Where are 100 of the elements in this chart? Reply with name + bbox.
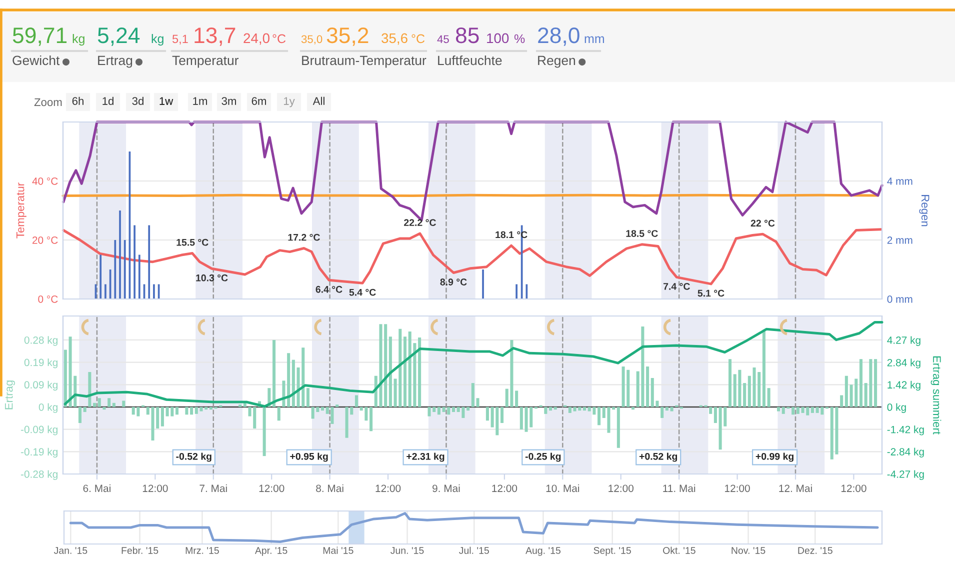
text: Luftfeuchte bbox=[438, 55, 502, 66]
y2-tick-label: 4 mm bbox=[887, 178, 912, 185]
annotation: 18.5 °C bbox=[626, 230, 658, 237]
x-tick-label: 12:00 bbox=[492, 484, 518, 492]
x-tick-label: 6. Mai bbox=[83, 484, 110, 492]
annotation: +0.95 kg bbox=[290, 452, 328, 462]
annotation: +2.31 kg bbox=[406, 452, 444, 462]
y2-axis-title: Ertrag summiert bbox=[930, 356, 942, 434]
x-tick-label: Okt. '15 bbox=[663, 546, 696, 554]
text: 100 bbox=[487, 33, 509, 44]
text: 1y bbox=[284, 97, 295, 108]
text: 28,0 bbox=[538, 27, 580, 46]
x-tick-label: Mrz. '15 bbox=[186, 547, 219, 554]
annotation: 6.4 °C bbox=[316, 286, 342, 293]
x-tick-label: Febr. '15 bbox=[122, 546, 158, 554]
text: Regen bbox=[538, 56, 576, 68]
y2-tick-label: 1.42 kg bbox=[888, 380, 920, 391]
x-tick-label: Jul. '15 bbox=[459, 546, 489, 554]
y-tick-label: 40 °C bbox=[32, 178, 58, 185]
text: °C bbox=[272, 34, 286, 44]
text: 85 bbox=[456, 27, 479, 44]
y2-tick-label: -2.84 kg bbox=[887, 448, 924, 458]
text: Gewicht bbox=[12, 55, 60, 66]
x-tick-label: 12. Mai bbox=[779, 484, 812, 492]
text: 6m bbox=[252, 97, 266, 105]
text: All bbox=[312, 96, 324, 105]
text: 24,0 bbox=[244, 33, 270, 45]
text: kg bbox=[152, 34, 164, 46]
text: °C bbox=[412, 34, 425, 44]
text: 35,2 bbox=[326, 27, 368, 46]
x-tick-label: 12:00 bbox=[259, 484, 284, 492]
annotation: 8.9 °C bbox=[440, 278, 467, 286]
text: 59,71 bbox=[12, 27, 67, 46]
y-tick-label: 0 °C bbox=[38, 296, 58, 303]
y2-tick-label: 2.84 kg bbox=[887, 358, 920, 368]
x-tick-label: 11. Mai bbox=[663, 484, 696, 492]
x-tick-label: Apr. '15 bbox=[254, 547, 288, 556]
text: mm bbox=[584, 36, 604, 43]
y-tick-label: -0.09 kg bbox=[20, 426, 58, 436]
y2-axis-title: Regen bbox=[919, 195, 930, 226]
x-tick-label: 12:00 bbox=[725, 484, 750, 492]
annotation: 15.5 °C bbox=[176, 238, 208, 246]
x-tick-label: 12:00 bbox=[376, 484, 401, 492]
y2-tick-label: -4.27 kg bbox=[887, 470, 924, 480]
annotation: +0.99 kg bbox=[756, 452, 794, 462]
y-tick-label: 0.09 kg bbox=[24, 380, 58, 391]
text: 1d bbox=[102, 96, 114, 105]
x-tick-label: 9. Mai bbox=[432, 484, 460, 492]
y-tick-label: 20 °C bbox=[32, 236, 58, 244]
text: 13,7 bbox=[194, 27, 236, 46]
x-tick-label: Dez. '15 bbox=[798, 547, 832, 554]
annotation: +0.52 kg bbox=[639, 452, 678, 462]
y-tick-label: -0.28 kg bbox=[20, 470, 58, 480]
annotation: 10.3 °C bbox=[196, 274, 228, 282]
text: Brutraum-Temperatur bbox=[302, 56, 426, 68]
text: Temperatur bbox=[172, 56, 239, 68]
text: 35,6 bbox=[382, 33, 408, 45]
text: 1w bbox=[160, 97, 174, 105]
annotation: 22.2 °C bbox=[404, 219, 436, 226]
x-tick-label: Jun. '15 bbox=[390, 547, 424, 554]
text: % bbox=[514, 34, 525, 44]
x-tick-label: Nov. '15 bbox=[732, 547, 766, 554]
text: 1m bbox=[193, 97, 207, 105]
x-tick-label: Mai '15 bbox=[323, 546, 354, 554]
text: Zoom bbox=[34, 98, 62, 106]
y-tick-label: 0 kg bbox=[38, 403, 58, 413]
annotation: 17.2 °C bbox=[288, 234, 320, 241]
x-tick-label: 12:00 bbox=[841, 484, 866, 492]
y-axis-title: Temperatur bbox=[16, 182, 26, 238]
text: Ertrag bbox=[98, 56, 132, 68]
text: 5,1 bbox=[172, 34, 188, 45]
x-tick-label: 10. Mai bbox=[546, 484, 580, 492]
x-tick-label: 12:00 bbox=[142, 484, 168, 492]
text: kg bbox=[72, 34, 84, 46]
x-tick-label: 8. Mai bbox=[316, 484, 344, 492]
y2-tick-label: 4.27 kg bbox=[887, 336, 920, 346]
x-tick-label: Aug. '15 bbox=[526, 547, 560, 556]
text: 3m bbox=[222, 97, 236, 105]
x-tick-label: Sept. '15 bbox=[594, 547, 631, 556]
y2-tick-label: 0 kg bbox=[887, 403, 906, 413]
annotation: -0.52 kg bbox=[176, 452, 212, 462]
x-tick-label: 7. Mai bbox=[200, 484, 227, 492]
y2-tick-label: 0 mm bbox=[887, 296, 912, 303]
text: 6h bbox=[72, 96, 84, 105]
y-tick-label: -0.19 kg bbox=[20, 448, 58, 458]
x-tick-label: Jan. '15 bbox=[54, 547, 88, 554]
y-tick-label: 0.19 kg bbox=[24, 358, 58, 368]
y2-tick-label: 2 mm bbox=[887, 236, 912, 244]
annotation: -0.25 kg bbox=[525, 452, 561, 462]
y-axis-title: Ertrag bbox=[5, 380, 15, 410]
text: 45 bbox=[437, 35, 449, 44]
text: 3d bbox=[132, 96, 144, 105]
annotation: 7.4 °C bbox=[664, 282, 690, 290]
text: 5,24 bbox=[98, 27, 140, 46]
text: 35,0 bbox=[301, 35, 322, 44]
annotation: 5.4 °C bbox=[349, 288, 376, 296]
y-tick-label: 0.28 kg bbox=[24, 336, 58, 346]
x-tick-label: 12:00 bbox=[608, 484, 634, 492]
y2-tick-label: -1.42 kg bbox=[887, 426, 924, 436]
annotation: 22 °C bbox=[750, 220, 775, 227]
